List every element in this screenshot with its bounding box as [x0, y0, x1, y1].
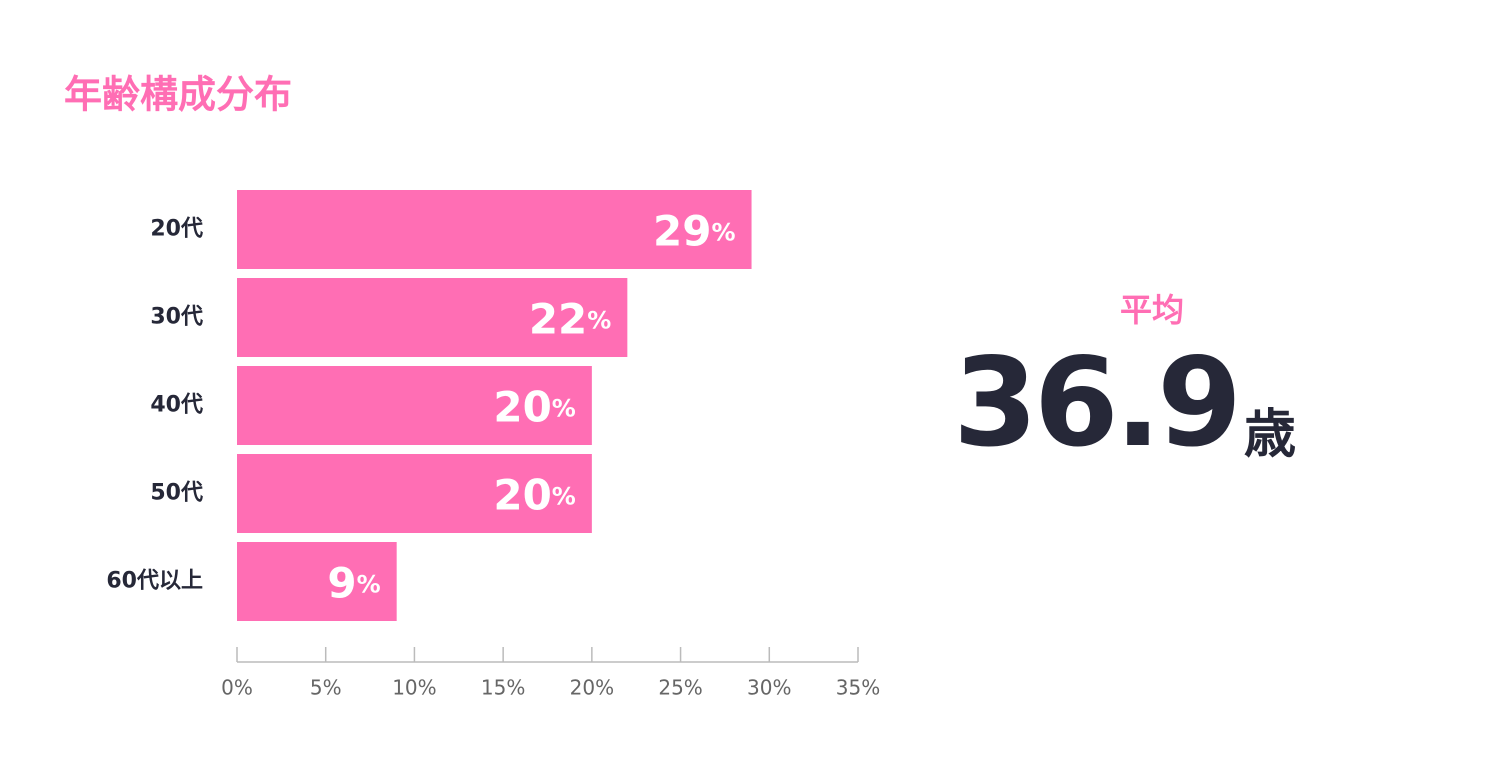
x-tick-label: 20% — [570, 676, 614, 700]
category-label: 60代以上 — [106, 569, 203, 594]
x-tick-label: 10% — [392, 676, 436, 700]
bar — [237, 366, 592, 445]
bar — [237, 542, 397, 621]
bar — [237, 190, 752, 269]
bar — [237, 454, 592, 533]
bar — [237, 278, 628, 357]
x-tick-label: 5% — [310, 676, 342, 700]
data-label: 29% — [653, 206, 736, 255]
chart-title: 年齢構成分布 — [64, 73, 292, 117]
category-label: 40代 — [150, 393, 203, 418]
x-tick-label: 15% — [481, 676, 525, 700]
x-tick-label: 35% — [836, 676, 880, 700]
data-label: 20% — [493, 470, 576, 519]
average-value: 36.9 — [953, 332, 1238, 474]
x-tick-label: 25% — [658, 676, 702, 700]
category-label: 50代 — [150, 481, 203, 506]
average-label: 平均 — [1120, 291, 1184, 329]
category-label: 30代 — [150, 305, 203, 330]
x-tick-label: 0% — [221, 676, 253, 700]
data-label: 22% — [529, 294, 612, 343]
average-unit: 歳 — [1244, 405, 1296, 465]
x-tick-label: 30% — [747, 676, 791, 700]
data-label: 9% — [327, 558, 380, 607]
category-label: 20代 — [150, 217, 203, 242]
data-label: 20% — [493, 382, 576, 431]
